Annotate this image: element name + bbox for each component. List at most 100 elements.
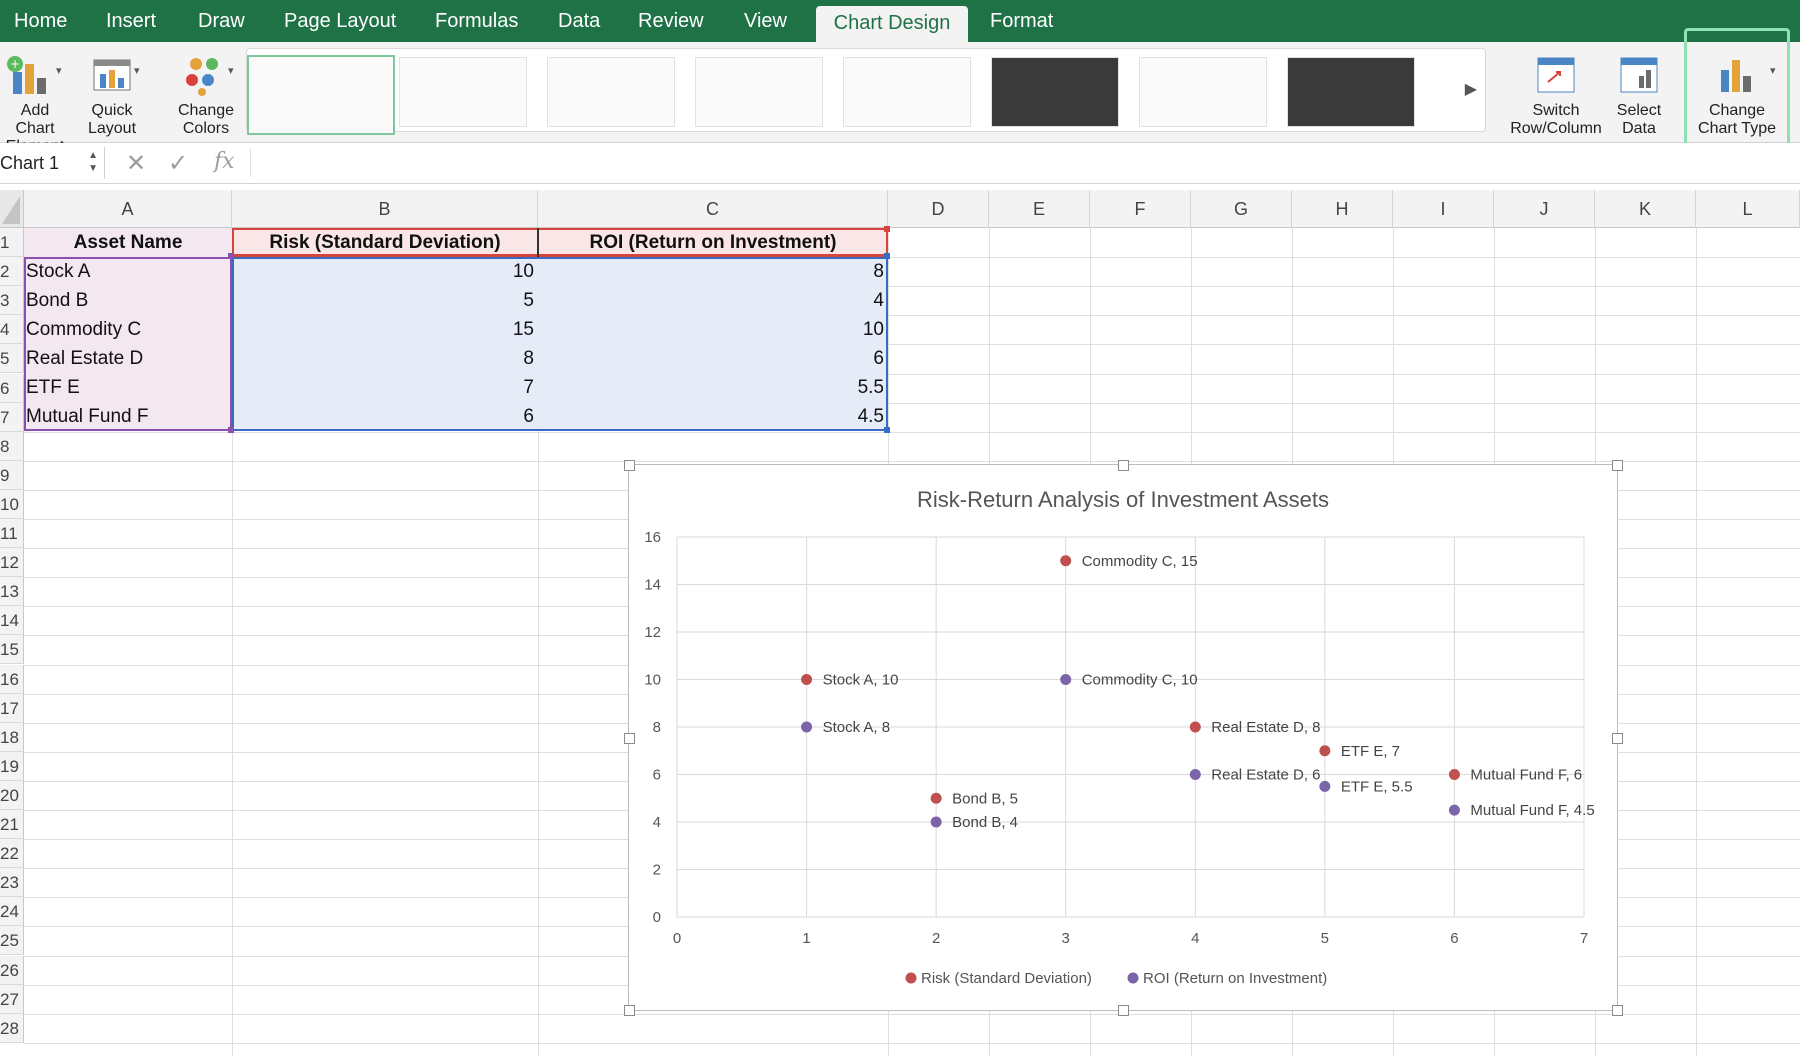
column-header-k[interactable]: K — [1595, 190, 1696, 228]
column-header-j[interactable]: J — [1494, 190, 1595, 228]
row-header[interactable]: 5 — [0, 344, 24, 374]
table-cell-roi[interactable]: 6 — [538, 344, 888, 373]
row-header[interactable]: 22 — [0, 839, 24, 869]
row-header[interactable]: 17 — [0, 693, 24, 723]
add-chart-element-button[interactable]: + ▾ Add Chart Element — [0, 42, 70, 155]
row-header[interactable]: 27 — [0, 984, 24, 1014]
column-header-a[interactable]: A — [24, 190, 232, 228]
tab-format[interactable]: Format — [990, 10, 1054, 32]
row-header[interactable]: 4 — [0, 315, 24, 345]
fx-icon[interactable]: fx — [214, 149, 235, 174]
row-header[interactable]: 26 — [0, 955, 24, 985]
row-header[interactable]: 13 — [0, 577, 24, 607]
change-chart-type-button[interactable]: ▾ Change Chart Type — [1688, 42, 1786, 142]
table-cell-risk[interactable]: 7 — [232, 373, 538, 402]
tab-review[interactable]: Review — [638, 10, 704, 32]
table-cell-roi[interactable]: 8 — [538, 257, 888, 286]
table-cell-risk[interactable]: 10 — [232, 257, 538, 286]
row-header[interactable]: 9 — [0, 460, 24, 490]
row-header[interactable]: 11 — [0, 519, 24, 549]
table-cell-asset[interactable]: ETF E — [24, 373, 232, 402]
row-header[interactable]: 21 — [0, 810, 24, 840]
chart-style-thumbnail[interactable] — [247, 55, 395, 135]
row-header[interactable]: 1 — [0, 228, 24, 258]
column-header-l[interactable]: L — [1696, 190, 1800, 228]
column-header-h[interactable]: H — [1292, 190, 1393, 228]
resize-handle[interactable] — [624, 460, 635, 471]
chart-style-thumbnail[interactable] — [399, 57, 527, 127]
gallery-next-arrow-icon[interactable]: ▶ — [1464, 81, 1477, 98]
row-header[interactable]: 19 — [0, 751, 24, 781]
table-cell-roi[interactable]: 5.5 — [538, 373, 888, 402]
table-cell-roi[interactable]: 10 — [538, 315, 888, 344]
chart-style-thumbnail[interactable] — [843, 57, 971, 127]
row-header[interactable]: 6 — [0, 373, 24, 403]
table-cell-risk[interactable]: 5 — [232, 286, 538, 315]
resize-handle[interactable] — [624, 1005, 635, 1016]
range-handle[interactable] — [884, 427, 890, 433]
resize-handle[interactable] — [1118, 1005, 1129, 1016]
table-cell-asset[interactable]: Commodity C — [24, 315, 232, 344]
switch-row-column-button[interactable]: Switch Row/Column — [1504, 42, 1608, 142]
row-header[interactable]: 18 — [0, 722, 24, 752]
chart-legend[interactable]: Risk (Standard Deviation) ROI (Return on … — [905, 970, 1328, 987]
resize-handle[interactable] — [624, 733, 635, 744]
chart-object[interactable]: Risk-Return Analysis of Investment Asset… — [624, 460, 1623, 1016]
name-box-spinner-icon[interactable]: ▲ ▼ — [88, 150, 98, 174]
tab-insert[interactable]: Insert — [106, 10, 157, 32]
cancel-icon[interactable]: ✕ — [126, 150, 147, 177]
quick-layout-button[interactable]: ▾ Quick Layout — [78, 42, 146, 142]
row-header[interactable]: 12 — [0, 548, 24, 578]
row-header[interactable]: 25 — [0, 926, 24, 956]
column-header-g[interactable]: G — [1191, 190, 1292, 228]
row-header[interactable]: 7 — [0, 402, 24, 432]
select-all-corner[interactable] — [0, 190, 24, 228]
change-colors-button[interactable]: ▾ Change Colors — [168, 42, 244, 142]
table-cell-risk[interactable]: 15 — [232, 315, 538, 344]
chart-style-thumbnail[interactable] — [695, 57, 823, 127]
row-header[interactable]: 24 — [0, 897, 24, 927]
chart-style-thumbnail[interactable] — [1287, 57, 1415, 127]
table-cell-asset[interactable]: Real Estate D — [24, 344, 232, 373]
range-handle[interactable] — [884, 226, 890, 232]
chart-style-thumbnail[interactable] — [1139, 57, 1267, 127]
resize-handle[interactable] — [1118, 460, 1129, 471]
row-header[interactable]: 8 — [0, 431, 24, 461]
table-cell-asset[interactable]: Stock A — [24, 257, 232, 286]
table-header-risk[interactable]: Risk (Standard Deviation) — [232, 228, 538, 257]
tab-home[interactable]: Home — [14, 10, 68, 32]
formula-input[interactable] — [250, 149, 1791, 177]
table-header-roi[interactable]: ROI (Return on Investment) — [538, 228, 888, 257]
row-header[interactable]: 16 — [0, 664, 24, 694]
row-header[interactable]: 23 — [0, 868, 24, 898]
column-header-b[interactable]: B — [232, 190, 538, 228]
range-handle[interactable] — [228, 427, 234, 433]
row-header[interactable]: 28 — [0, 1013, 24, 1043]
range-handle[interactable] — [228, 253, 234, 259]
row-header[interactable]: 15 — [0, 635, 24, 665]
tab-page-layout[interactable]: Page Layout — [284, 10, 397, 32]
table-cell-roi[interactable]: 4.5 — [538, 402, 888, 431]
range-handle[interactable] — [884, 253, 890, 259]
chart-title[interactable]: Risk-Return Analysis of Investment Asset… — [917, 487, 1329, 512]
tab-data[interactable]: Data — [558, 10, 601, 32]
table-cell-asset[interactable]: Bond B — [24, 286, 232, 315]
resize-handle[interactable] — [1612, 1005, 1623, 1016]
tab-draw[interactable]: Draw — [198, 10, 245, 32]
column-header-e[interactable]: E — [989, 190, 1090, 228]
chart-style-thumbnail[interactable] — [991, 57, 1119, 127]
table-cell-risk[interactable]: 6 — [232, 402, 538, 431]
row-header[interactable]: 3 — [0, 286, 24, 316]
column-header-i[interactable]: I — [1393, 190, 1494, 228]
table-cell-risk[interactable]: 8 — [232, 344, 538, 373]
row-header[interactable]: 10 — [0, 489, 24, 519]
resize-handle[interactable] — [1612, 733, 1623, 744]
select-data-button[interactable]: Select Data — [1604, 42, 1674, 142]
confirm-icon[interactable]: ✓ — [168, 150, 189, 177]
table-header-asset-name[interactable]: Asset Name — [24, 228, 232, 257]
resize-handle[interactable] — [1612, 460, 1623, 471]
row-header[interactable]: 20 — [0, 780, 24, 810]
column-header-c[interactable]: C — [538, 190, 888, 228]
tab-view[interactable]: View — [744, 10, 787, 32]
